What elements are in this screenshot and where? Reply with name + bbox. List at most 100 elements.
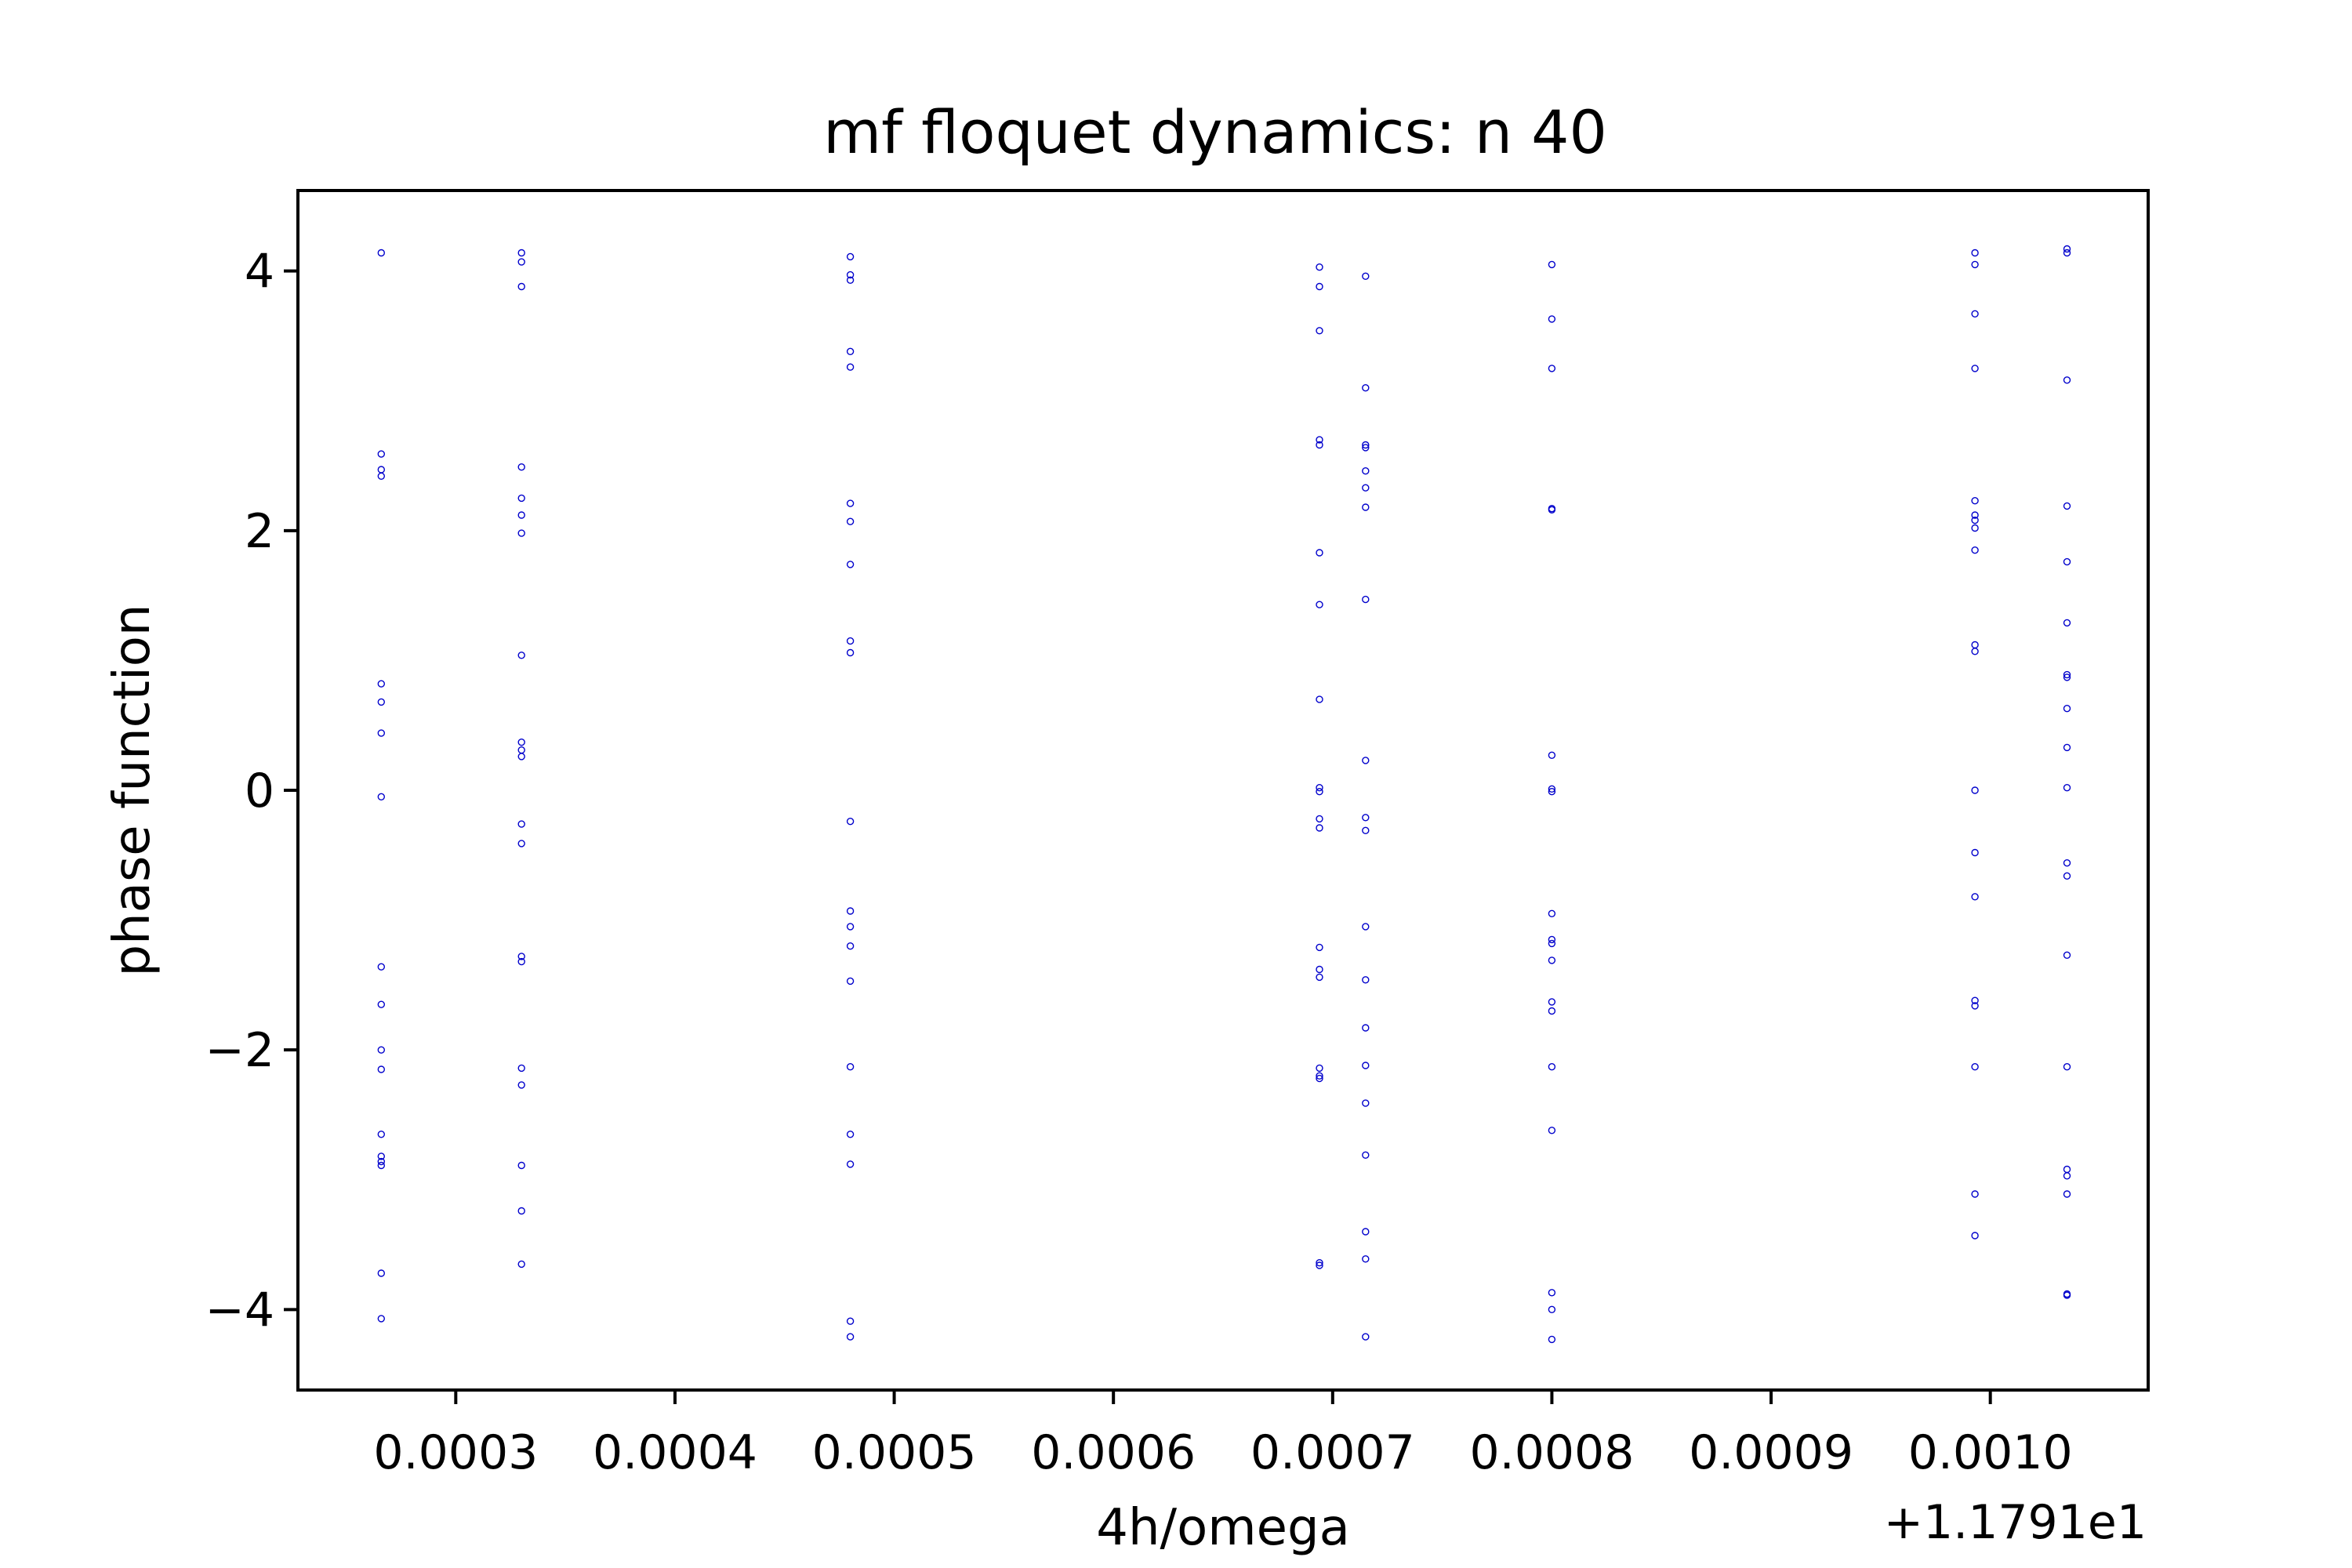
data-point — [1316, 1064, 1323, 1073]
data-point — [1548, 1335, 1556, 1344]
data-point — [846, 1317, 855, 1325]
data-point — [1971, 1232, 1979, 1240]
data-point — [1316, 1072, 1323, 1080]
data-point — [1362, 1333, 1370, 1341]
data-point — [1362, 1255, 1370, 1263]
data-point — [1362, 757, 1370, 764]
y-tick-label: −2 — [205, 1023, 274, 1078]
data-point — [2063, 951, 2071, 960]
data-point — [1316, 441, 1323, 449]
data-point — [1971, 516, 1979, 524]
data-point — [377, 1269, 385, 1277]
data-point — [1971, 546, 1979, 554]
data-point — [1362, 1228, 1370, 1236]
data-point — [1362, 467, 1370, 475]
data-point — [1548, 1007, 1556, 1015]
data-point — [2063, 743, 2071, 752]
y-tick-label: −4 — [205, 1283, 274, 1338]
data-point — [517, 820, 525, 828]
data-point — [1362, 826, 1370, 835]
data-point — [846, 907, 855, 915]
x-axis-label: 4h/omega — [1096, 1499, 1350, 1557]
data-point — [1548, 506, 1556, 514]
data-point — [517, 739, 525, 746]
plot-marks — [377, 245, 2071, 1344]
data-point — [846, 1131, 855, 1138]
data-point — [1362, 923, 1370, 931]
data-point — [517, 957, 525, 966]
data-point — [846, 1333, 855, 1341]
data-point — [377, 1315, 385, 1323]
data-point — [1971, 524, 1979, 532]
data-point — [1316, 549, 1323, 557]
data-point — [846, 1160, 855, 1168]
data-point — [1548, 1127, 1556, 1134]
data-point — [1362, 1024, 1370, 1032]
data-point — [1362, 444, 1370, 452]
data-point — [846, 270, 855, 279]
x-axis-ticks: 0.0003 0.0004 0.0005 0.0006 0.0007 0.0008 0.00… — [373, 1390, 2073, 1480]
data-point — [1316, 815, 1323, 823]
data-point — [1548, 998, 1556, 1006]
data-point — [1971, 260, 1979, 269]
data-point — [517, 1207, 525, 1215]
data-point — [1548, 1062, 1556, 1071]
data-point — [517, 1260, 525, 1269]
data-point — [846, 977, 855, 985]
data-point — [517, 1064, 525, 1073]
data-point — [1362, 384, 1370, 392]
data-point — [1548, 751, 1556, 759]
data-point — [1971, 1062, 1979, 1071]
data-point — [1548, 909, 1556, 918]
data-point — [2063, 1291, 2071, 1299]
data-point — [377, 450, 385, 458]
data-point — [1548, 365, 1556, 372]
data-point — [1971, 786, 1979, 794]
data-point — [2063, 1172, 2071, 1180]
data-point — [377, 1046, 385, 1054]
y-axis-label: phase function — [103, 604, 162, 977]
data-point — [1362, 484, 1370, 492]
data-point — [1971, 893, 1979, 901]
plot-frame — [296, 189, 2150, 1392]
data-point — [377, 1157, 385, 1166]
data-point — [1316, 1074, 1323, 1083]
data-point — [377, 1000, 385, 1008]
data-point — [517, 282, 525, 291]
data-point — [846, 252, 855, 261]
data-point — [2063, 858, 2071, 867]
data-point — [2063, 872, 2071, 880]
data-point — [1971, 648, 1979, 655]
data-point — [1316, 943, 1323, 952]
data-point — [1548, 1289, 1556, 1297]
data-point — [517, 494, 525, 503]
data-point — [1362, 441, 1370, 449]
data-point — [1316, 973, 1323, 982]
x-tick-label: 0.0006 — [1031, 1425, 1196, 1480]
x-tick-label: 0.0004 — [593, 1425, 757, 1480]
y-axis-ticks: −4 −2 0 2 4 — [205, 245, 298, 1338]
x-tick-label: 0.0003 — [373, 1425, 538, 1480]
data-point — [377, 1161, 385, 1170]
data-point — [377, 249, 385, 257]
data-point — [2063, 502, 2071, 510]
data-point — [846, 499, 855, 507]
data-point — [517, 258, 525, 266]
data-point — [846, 817, 855, 826]
data-point — [1548, 935, 1556, 944]
data-point — [1316, 788, 1323, 796]
data-point — [1362, 1062, 1370, 1069]
data-point — [2063, 670, 2071, 679]
x-tick-label: 0.0009 — [1689, 1425, 1853, 1480]
data-point — [2063, 1190, 2071, 1198]
y-tick-label: 4 — [245, 245, 274, 299]
data-point — [1316, 282, 1323, 291]
data-point — [2063, 619, 2071, 627]
data-point — [1316, 601, 1323, 608]
data-point — [2063, 705, 2071, 713]
data-point — [1971, 310, 1979, 318]
data-point — [517, 463, 525, 471]
data-point — [377, 729, 385, 737]
data-point — [377, 680, 385, 688]
data-point — [1316, 263, 1323, 271]
